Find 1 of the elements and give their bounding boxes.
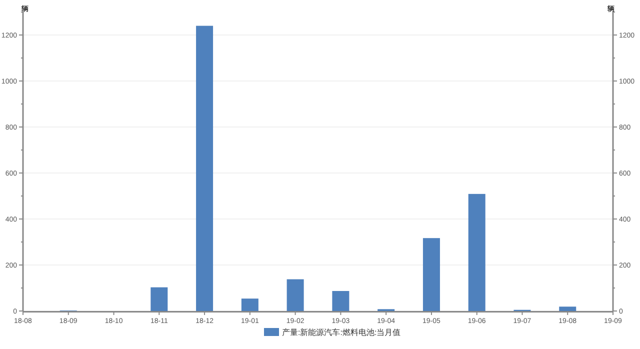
legend-label: 产量:新能源汽车:燃料电池:当月值 (282, 328, 401, 337)
